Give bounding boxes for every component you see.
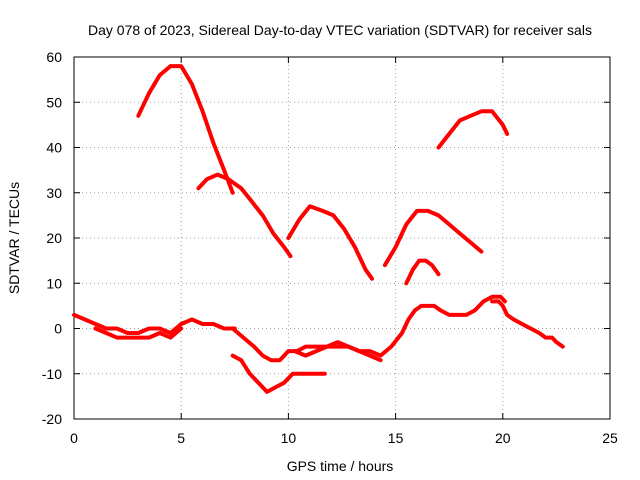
series-arc-4 <box>382 208 484 268</box>
x-tick-label: 10 <box>281 430 297 446</box>
ticks-layer: 0 5 10 15 20 25 -20 -10 0 10 20 30 40 50 60 <box>42 49 618 446</box>
x-tick-label: 25 <box>602 430 618 446</box>
y-tick-label: 20 <box>46 230 62 246</box>
y-axis-label: SDTVAR / TECUs <box>6 182 22 294</box>
x-tick-label: 20 <box>495 430 511 446</box>
series-arc-10 <box>292 344 383 363</box>
series-arc-11 <box>230 353 327 394</box>
y-tick-label: -20 <box>42 411 62 427</box>
series-arc-9 <box>230 294 507 363</box>
series-arc-8 <box>93 326 184 340</box>
series-layer <box>72 64 565 394</box>
series-arc-3 <box>286 204 374 281</box>
series-arc-7 <box>72 312 237 335</box>
y-tick-label: 0 <box>54 321 62 337</box>
series-arc-13 <box>545 335 565 349</box>
series-arc-6 <box>436 109 510 150</box>
y-tick-label: -10 <box>42 366 62 382</box>
series-arc-1 <box>136 64 235 195</box>
x-tick-label: 5 <box>177 430 185 446</box>
y-tick-label: 60 <box>46 49 62 65</box>
x-tick-label: 0 <box>70 430 78 446</box>
y-tick-label: 30 <box>46 185 62 201</box>
chart-title: Day 078 of 2023, Sidereal Day-to-day VTE… <box>88 22 592 38</box>
y-tick-label: 50 <box>46 94 62 110</box>
y-tick-label: 10 <box>46 275 62 291</box>
series-arc-12 <box>490 299 548 340</box>
grid-layer <box>74 57 610 419</box>
x-tick-label: 15 <box>388 430 404 446</box>
series-arc-2 <box>196 172 293 259</box>
y-tick-label: 40 <box>46 140 62 156</box>
x-axis-label: GPS time / hours <box>287 458 394 474</box>
series-arc-5 <box>404 258 441 286</box>
